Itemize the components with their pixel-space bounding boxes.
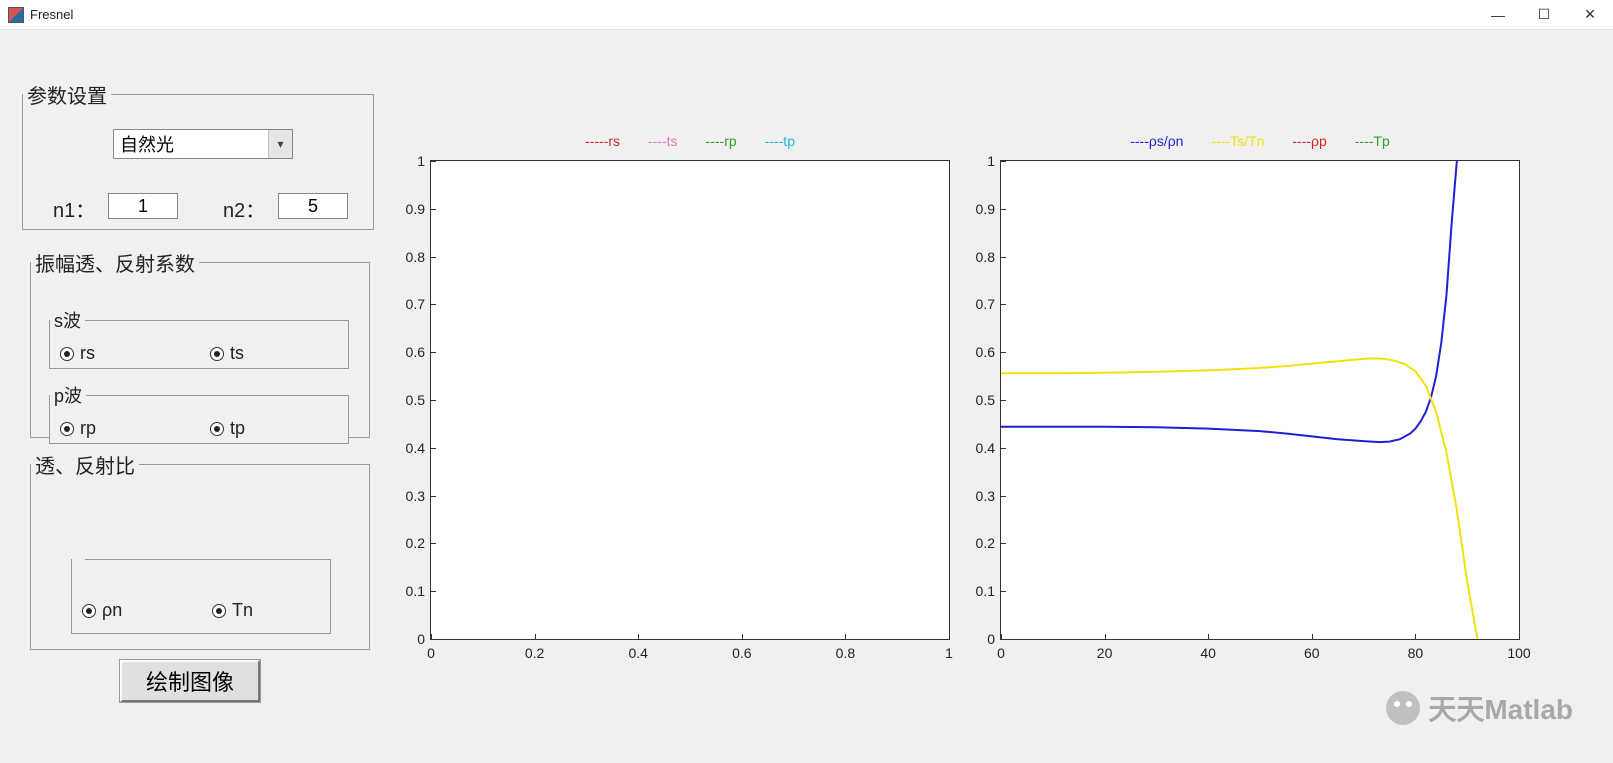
legend-item: ----ts (648, 133, 678, 149)
light-type-value: 自然光 (114, 131, 268, 157)
n1-input[interactable] (108, 193, 178, 219)
tp-label: tp (230, 418, 245, 439)
params-legend: 参数设置 (23, 80, 111, 109)
radio-dot-icon (60, 422, 74, 436)
left-chart-legend: -----rs ----ts ----rp ----tp (431, 133, 949, 149)
tp-radio[interactable]: tp (210, 418, 245, 439)
rp-radio[interactable]: rp (60, 418, 96, 439)
legend-item: ----ρp (1292, 133, 1326, 149)
y-tick-label: 0.4 (406, 440, 431, 456)
ratio-legend: 透、反射比 (31, 450, 139, 479)
series-Ts/Tn (1001, 358, 1478, 639)
plot-button[interactable]: 绘制图像 (120, 660, 260, 702)
right-chart-svg (1001, 161, 1519, 639)
y-tick-label: 0.2 (406, 535, 431, 551)
s-wave-legend: s波 (50, 307, 85, 333)
y-tick-label: 0.4 (976, 440, 1001, 456)
y-tick-label: 0.9 (406, 201, 431, 217)
y-tick-label: 1 (987, 153, 1001, 169)
rho-n-label: ρn (102, 600, 122, 621)
tn-label: Tn (232, 600, 253, 621)
x-tick-label: 40 (1200, 639, 1216, 661)
wechat-icon (1386, 691, 1420, 725)
x-tick-label: 100 (1507, 639, 1530, 661)
x-tick-label: 1 (945, 639, 953, 661)
x-tick-label: 0.6 (732, 639, 751, 661)
x-tick-label: 20 (1097, 639, 1113, 661)
legend-item: ----ρs/ρn (1130, 133, 1183, 149)
rs-label: rs (80, 343, 95, 364)
s-wave-group: s波 rs ts (49, 307, 349, 369)
rs-radio[interactable]: rs (60, 343, 95, 364)
y-tick-label: 0.7 (976, 296, 1001, 312)
rho-n-radio[interactable]: ρn (82, 600, 122, 621)
light-type-dropdown[interactable]: 自然光 ▾ (113, 129, 293, 159)
y-tick-label: 0.7 (406, 296, 431, 312)
tn-radio[interactable]: Tn (212, 600, 253, 621)
app-icon (8, 7, 24, 23)
y-tick-label: 0.9 (976, 201, 1001, 217)
window-title: Fresnel (30, 7, 73, 22)
ts-label: ts (230, 343, 244, 364)
radio-dot-icon (212, 604, 226, 618)
y-tick-label: 0.5 (976, 392, 1001, 408)
y-tick-label: 0.2 (976, 535, 1001, 551)
left-chart-svg (431, 161, 949, 639)
x-tick-label: 0.2 (525, 639, 544, 661)
ts-radio[interactable]: ts (210, 343, 244, 364)
y-tick-label: 0.5 (406, 392, 431, 408)
natural-legend (72, 549, 85, 570)
n2-label: n2： (223, 194, 265, 223)
params-panel: 参数设置 自然光 ▾ n1： n2： (22, 80, 374, 230)
left-chart: -----rs----ts----rp----tp 00.10.20.30.40… (430, 160, 950, 640)
natural-group: ρn Tn (71, 549, 331, 634)
y-tick-label: 0.1 (406, 583, 431, 599)
amplitude-legend: 振幅透、反射系数 (31, 248, 199, 277)
x-tick-label: 0.4 (628, 639, 647, 661)
ratio-panel: 透、反射比 ρn Tn (30, 450, 370, 650)
series-ρs/ρn (1001, 161, 1457, 442)
legend-item: ----rp (706, 133, 737, 149)
close-button[interactable]: ✕ (1567, 0, 1613, 30)
y-tick-label: 1 (417, 153, 431, 169)
x-tick-label: 60 (1304, 639, 1320, 661)
window-controls: — ☐ ✕ (1475, 0, 1613, 30)
radio-dot-icon (60, 347, 74, 361)
x-tick-label: 80 (1408, 639, 1424, 661)
legend-item: -----rs (585, 133, 620, 149)
legend-item: ----Tp (1355, 133, 1390, 149)
x-tick-label: 0.8 (836, 639, 855, 661)
p-wave-group: p波 rp tp (49, 382, 349, 444)
chevron-down-icon: ▾ (268, 130, 292, 158)
rp-label: rp (80, 418, 96, 439)
y-tick-label: 0.8 (406, 249, 431, 265)
legend-item: ----tp (765, 133, 795, 149)
y-tick-label: 0.3 (976, 488, 1001, 504)
x-tick-label: 0 (997, 639, 1005, 661)
y-tick-label: 0.1 (976, 583, 1001, 599)
title-bar: Fresnel — ☐ ✕ (0, 0, 1613, 30)
x-tick-label: 0 (427, 639, 435, 661)
maximize-button[interactable]: ☐ (1521, 0, 1567, 30)
p-wave-legend: p波 (50, 382, 86, 408)
content-area: 参数设置 自然光 ▾ n1： n2： 振幅透、反射系数 s波 rs ts p波 (0, 30, 1613, 763)
radio-dot-icon (82, 604, 96, 618)
watermark: 天天Matlab (1386, 688, 1573, 728)
legend-item: ----Ts/Tn (1211, 133, 1264, 149)
radio-dot-icon (210, 347, 224, 361)
y-tick-label: 0.6 (406, 344, 431, 360)
y-tick-label: 0.8 (976, 249, 1001, 265)
n2-input[interactable] (278, 193, 348, 219)
y-tick-label: 0.6 (976, 344, 1001, 360)
right-chart-legend: ----ρs/ρn ----Ts/Tn ----ρp ----Tp (1001, 133, 1519, 149)
radio-dot-icon (210, 422, 224, 436)
right-chart: ----ρs/ρn----Ts/Tn----ρp----Tp 00.10.20.… (1000, 160, 1520, 640)
watermark-text: 天天Matlab (1428, 688, 1573, 728)
n1-label: n1： (53, 194, 95, 223)
amplitude-panel: 振幅透、反射系数 s波 rs ts p波 rp tp (30, 248, 370, 438)
minimize-button[interactable]: — (1475, 0, 1521, 30)
y-tick-label: 0.3 (406, 488, 431, 504)
